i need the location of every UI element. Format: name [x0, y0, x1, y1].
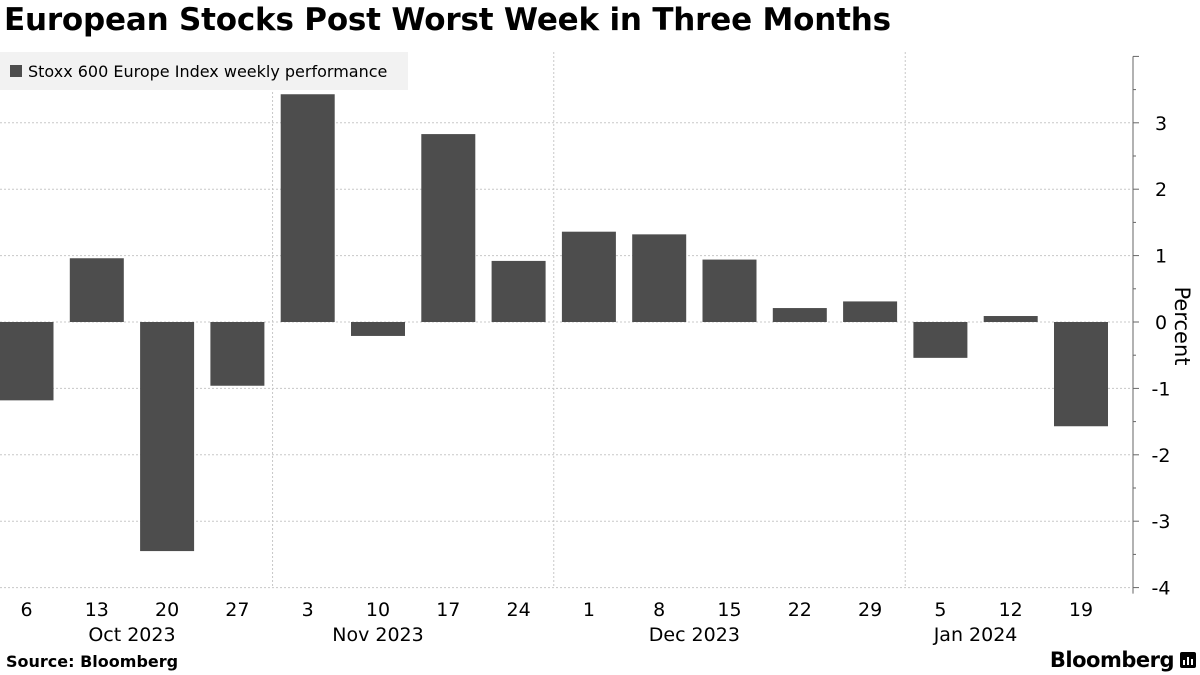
x-month-label: Nov 2023 [332, 624, 423, 646]
x-tick-label: 15 [717, 599, 741, 621]
x-month-label: Oct 2023 [88, 624, 175, 646]
bar-layer [0, 94, 1108, 552]
x-tick-label: 27 [225, 599, 249, 621]
legend-swatch [10, 65, 22, 77]
y-tick-label: -4 [1152, 578, 1171, 600]
x-axis-labels: 6 13 20 27 3 10 17 24 1 8 15 22 29 5 12 19 Oct 2023 Nov 2… [20, 599, 1093, 646]
y-tick-label: 1 [1155, 246, 1167, 268]
bar [702, 259, 757, 322]
y-tick-label: -2 [1152, 445, 1171, 467]
bar [491, 260, 546, 322]
bar [69, 258, 124, 322]
x-tick-label: 5 [934, 599, 946, 621]
legend: Stoxx 600 Europe Index weekly performanc… [0, 52, 408, 90]
brand-name: Bloomberg [1049, 648, 1175, 672]
x-tick-label: 24 [507, 599, 531, 621]
x-tick-label: 22 [788, 599, 812, 621]
y-axis-label: Percent [1170, 286, 1194, 365]
y-tick-label: -1 [1152, 378, 1171, 400]
x-tick-label: 19 [1069, 599, 1093, 621]
bar [140, 322, 195, 552]
bar [421, 134, 476, 322]
x-tick-label: 13 [85, 599, 109, 621]
x-tick-label: 10 [366, 599, 390, 621]
x-month-label: Jan 2024 [933, 624, 1018, 646]
x-month-label: Dec 2023 [649, 624, 740, 646]
bar [632, 234, 687, 322]
bar [561, 231, 616, 322]
x-tick-label: 17 [436, 599, 460, 621]
y-tick-label: 3 [1155, 113, 1167, 135]
bar [0, 322, 54, 401]
x-tick-label: 20 [155, 599, 179, 621]
bar [1054, 322, 1108, 427]
brand-logo: Bloomberg [1050, 648, 1196, 672]
bar [210, 322, 265, 386]
y-axis: -4 -3 -2 -1 0 1 2 3 [1132, 55, 1171, 600]
x-tick-label: 29 [858, 599, 882, 621]
bar [913, 322, 968, 358]
chart-title: European Stocks Post Worst Week in Three… [4, 2, 891, 38]
x-tick-label: 6 [20, 599, 32, 621]
bar [351, 322, 405, 336]
bar [983, 316, 1038, 322]
x-tick-label: 8 [653, 599, 665, 621]
x-tick-label: 3 [302, 599, 314, 621]
y-tick-label: 2 [1155, 179, 1167, 201]
bar [772, 308, 827, 322]
bar [843, 301, 898, 322]
bar [280, 94, 335, 322]
source-note: Source: Bloomberg [6, 652, 179, 671]
bloomberg-chart-icon [1180, 652, 1196, 668]
y-tick-label: -3 [1152, 511, 1171, 533]
x-tick-label: 12 [999, 599, 1023, 621]
x-tick-label: 1 [583, 599, 595, 621]
legend-label: Stoxx 600 Europe Index weekly performanc… [28, 61, 388, 81]
y-tick-label: 0 [1155, 312, 1167, 334]
